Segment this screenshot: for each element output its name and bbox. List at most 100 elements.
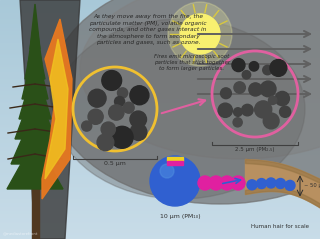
Bar [0, 27, 320, 28]
Bar [0, 207, 320, 208]
Circle shape [234, 82, 245, 93]
Bar [0, 17, 320, 18]
Bar [0, 176, 320, 177]
Circle shape [232, 59, 245, 72]
Circle shape [268, 96, 277, 104]
Bar [0, 104, 320, 105]
Bar [0, 26, 320, 27]
Bar [0, 45, 320, 46]
Bar [0, 210, 320, 211]
Bar [0, 28, 320, 29]
Text: Human hair for scale: Human hair for scale [251, 224, 309, 229]
Bar [0, 222, 320, 223]
Bar [0, 196, 320, 197]
Bar [0, 95, 320, 96]
Bar [0, 194, 320, 195]
Bar [0, 14, 320, 15]
Circle shape [270, 60, 287, 76]
Circle shape [218, 103, 232, 117]
Circle shape [180, 14, 220, 54]
Bar [0, 223, 320, 224]
Bar [0, 99, 320, 100]
Bar [0, 3, 320, 4]
Bar [0, 76, 320, 77]
Bar [0, 238, 320, 239]
Bar [0, 21, 320, 22]
Bar [0, 134, 320, 135]
Bar [0, 115, 320, 116]
Bar [0, 227, 320, 228]
Bar [0, 117, 320, 118]
Bar [0, 218, 320, 219]
Bar [0, 143, 320, 144]
Circle shape [249, 83, 262, 96]
Bar [0, 144, 320, 145]
Polygon shape [25, 29, 45, 79]
Circle shape [242, 104, 253, 116]
Bar [0, 69, 320, 70]
Bar [0, 203, 320, 204]
Bar [0, 162, 320, 163]
Bar [0, 192, 320, 193]
Bar [0, 182, 320, 183]
Bar [0, 152, 320, 153]
Bar [0, 106, 320, 107]
Bar [0, 161, 320, 162]
Circle shape [231, 176, 245, 190]
Bar [0, 154, 320, 155]
Bar [0, 160, 320, 161]
Bar [0, 89, 320, 90]
Bar [0, 148, 320, 149]
Polygon shape [19, 64, 51, 119]
Bar [0, 39, 320, 40]
Bar [0, 5, 320, 6]
Bar [0, 8, 320, 9]
Bar [0, 25, 320, 26]
Polygon shape [15, 84, 55, 139]
Bar [0, 200, 320, 201]
Bar [0, 219, 320, 220]
Bar [0, 164, 320, 165]
Bar [0, 85, 320, 86]
Bar [0, 43, 320, 44]
Bar [0, 208, 320, 209]
Bar [0, 59, 320, 60]
Circle shape [242, 71, 251, 79]
Bar [0, 38, 320, 39]
Circle shape [266, 178, 276, 188]
Bar [0, 16, 320, 17]
Bar [0, 53, 320, 54]
Bar [0, 58, 320, 59]
Bar [167, 157, 183, 161]
Bar [0, 111, 320, 112]
Bar [0, 229, 320, 230]
Bar [0, 75, 320, 76]
Bar [0, 116, 320, 117]
Bar [0, 142, 320, 143]
Bar [0, 52, 320, 53]
Circle shape [109, 105, 124, 120]
Bar [0, 132, 320, 133]
Bar [0, 137, 320, 138]
Bar [0, 96, 320, 97]
Bar [0, 22, 320, 23]
Bar [0, 157, 320, 158]
Bar [0, 91, 320, 92]
Text: As they move away from the fire, the
particulate matter (PM), volatile organic
c: As they move away from the fire, the par… [89, 14, 207, 45]
Circle shape [130, 124, 147, 140]
Bar [0, 88, 320, 89]
Text: @mediastorefront: @mediastorefront [3, 231, 38, 235]
Bar [0, 36, 320, 37]
Circle shape [263, 113, 279, 129]
Bar [0, 135, 320, 136]
Bar [0, 103, 320, 104]
Bar [0, 213, 320, 214]
Circle shape [220, 88, 231, 99]
Bar [0, 64, 320, 65]
Bar [0, 186, 320, 187]
Bar [0, 42, 320, 43]
Bar [0, 63, 320, 64]
Bar [0, 74, 320, 75]
Bar [0, 100, 320, 101]
Bar [0, 138, 320, 139]
